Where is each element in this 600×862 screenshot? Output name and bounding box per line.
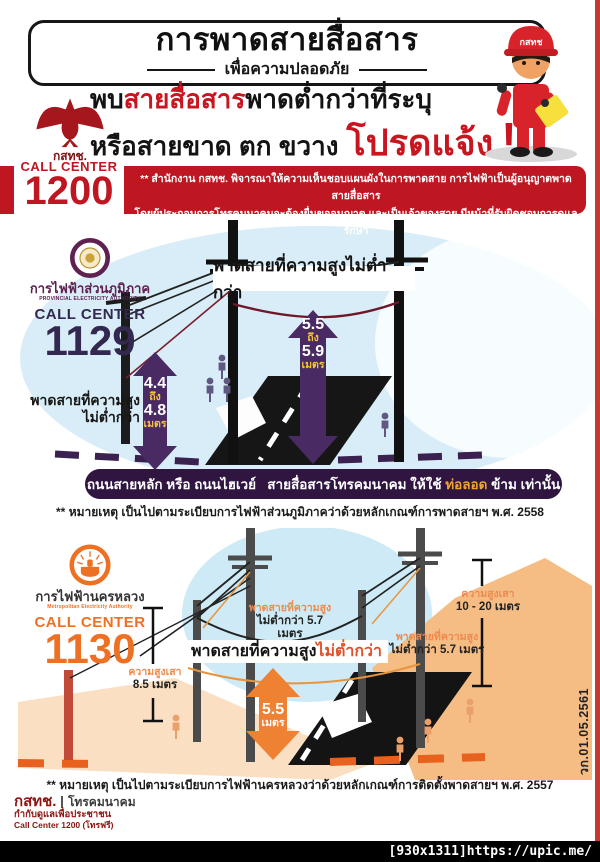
footer-tagline: กำกับดูแลเพื่อประชาชน	[14, 809, 112, 821]
mea-logo-icon	[69, 544, 111, 586]
pea-side-label: พาดสายที่ความสูง ไม่ต่ำกว่า	[30, 392, 140, 425]
watermark-text: [930x1311]https://upic.me/	[388, 844, 593, 859]
dash-right	[359, 68, 428, 71]
sidewalk-dashes	[17, 753, 486, 768]
subtitle-row: เพื่อความปลอดภัย	[146, 57, 428, 82]
pea-footnote: ** หมายเหตุ เป็นไปตามระเบียบการไฟฟ้าส่วน…	[56, 505, 544, 519]
mea-pole-height-right: ความสูงเสา 10 - 20 เมตร	[455, 588, 521, 613]
mea-diagram	[17, 528, 592, 780]
comm-cable	[187, 663, 421, 685]
measure-lines	[143, 558, 492, 723]
regulator-abbr: กสทช.	[53, 149, 87, 163]
helmet-text: กสทช	[520, 37, 543, 47]
title-box: การพาดสายสื่อสาร เพื่อความปลอดภัย	[28, 20, 546, 86]
clearance-arrow-main	[288, 310, 338, 464]
sidewalk-dashes	[54, 450, 483, 466]
scan-edge-strip	[595, 0, 600, 841]
footer-brand-block: กสทช. โทรคมนาคม กำกับดูแลเพื่อประชาชน Ca…	[14, 793, 136, 831]
cables	[69, 557, 421, 685]
call-center-backdrop	[14, 160, 124, 217]
report-call-to-action: โปรดแจ้ง	[346, 121, 494, 163]
garuda-emblem-icon	[36, 98, 104, 148]
call-center-1200: CALL CENTER 1200	[14, 159, 124, 213]
mea-info: การไฟฟ้านครหลวง Metropolitan Electricity…	[20, 544, 160, 673]
divider	[61, 795, 63, 808]
mea-pole-height-left: ความสูงเสา 8.5 เมตร	[128, 666, 182, 691]
pea-cable-height-label: พาดสายที่ความสูงไม่ต่ำกว่า	[213, 256, 415, 302]
mea-call-center-number: 1130	[44, 625, 136, 673]
call-center-label: CALL CENTER	[20, 159, 118, 174]
clearance-arrow	[246, 668, 300, 760]
pea-info: การไฟฟ้าส่วนภูมิภาค PROVINCIAL ELECTRICI…	[20, 238, 160, 365]
footer-call-info: Call Center 1200 (โทรฟรี)	[14, 820, 114, 831]
mea-call-center-label: CALL CENTER	[34, 614, 146, 632]
duct-highlight: ท่อลอด	[445, 477, 488, 492]
worker-mascot-icon: กสทช	[485, 26, 577, 162]
mea-wire-label-b: พาดสายที่ความสูง ไม่ต่ำกว่า 5.7 เมตร	[389, 631, 485, 656]
pea-call-center-number: 1129	[44, 317, 136, 365]
mea-wire-label-a: พาดสายที่ความสูง ไม่ต่ำกว่า 5.7 เมตร	[248, 602, 332, 641]
regulator-notice: ** สำนักงาน กสทช. พิจารณาให้ความเห็นชอบแ…	[134, 173, 578, 237]
pea-main-clearance-value: 5.5 ถึง 5.9 เมตร	[301, 316, 325, 372]
alert-highlight: สายสื่อสาร	[123, 84, 246, 114]
mea-clearance-value: 5.5 เมตร	[261, 701, 285, 729]
page-subtitle: เพื่อความปลอดภัย	[224, 61, 350, 79]
pea-name-en: PROVINCIAL ELECTRICITY AUTHORITY	[39, 296, 141, 303]
clearance-arrow-side	[133, 352, 177, 470]
mea-name-en: Metropolitan Electricity Authority	[47, 604, 133, 611]
mea-name-th: การไฟฟ้านครหลวง	[35, 589, 145, 604]
pea-side-clearance-value: 4.4 ถึง 4.8 เมตร	[143, 375, 167, 431]
comm-cable	[232, 300, 400, 319]
mea-cable-height-label: พาดสายที่ความสูง ไม่ต่ำกว่า	[185, 640, 389, 663]
document-code: วก.01.05.2561	[577, 688, 591, 776]
mea-footnote: ** หมายเหตุ เป็นไปตามระเบียบการไฟฟ้านครห…	[46, 778, 554, 792]
highway-rule-band: ถนนสายหลัก หรือ ถนนไฮเวย์ สายสื่อสารโทรค…	[85, 469, 562, 499]
footer-division: โทรคมนาคม	[67, 795, 136, 809]
pea-call-center-label: CALL CENTER	[34, 306, 146, 324]
alert-line1: พบสายสื่อสารพาดต่ำกว่าที่ระบุ	[90, 84, 432, 114]
pea-diagram	[20, 220, 600, 490]
page-title: การพาดสายสื่อสาร	[155, 21, 419, 57]
pea-name-th: การไฟฟ้าส่วนภูมิภาค	[29, 281, 151, 296]
footer-brand: กสทช.	[14, 793, 57, 810]
image-host-bar: [930x1311]https://upic.me/	[0, 841, 600, 862]
dash-left	[146, 68, 215, 71]
pea-logo-icon	[70, 238, 110, 278]
alert-message: พบสายสื่อสารพาดต่ำกว่าที่ระบุ หรือสายขาด…	[90, 84, 517, 171]
alert-line2: หรือสายขาด ตก ขวาง โปรดแจ้ง !	[90, 114, 517, 171]
call-center-number: 1200	[24, 169, 114, 213]
pedestrian-icons	[206, 354, 389, 437]
pedestrian-icons	[172, 698, 474, 761]
